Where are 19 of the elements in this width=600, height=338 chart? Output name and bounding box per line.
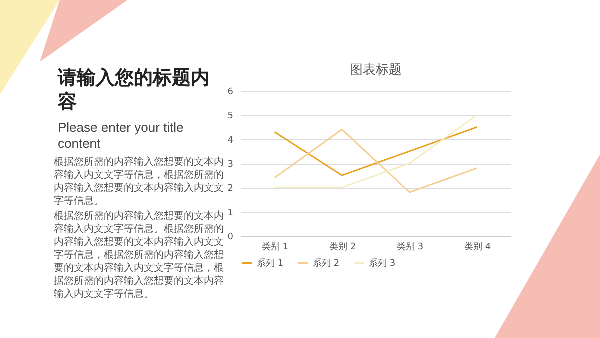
y-tick-label: 0 <box>228 232 234 242</box>
chart-title: 图表标题 <box>350 63 402 78</box>
text: Please enter your title content <box>58 120 185 152</box>
x-tick-label: 类别 3 <box>396 242 424 252</box>
legend-label: 系列 2 <box>313 258 340 269</box>
y-tick-label: 3 <box>228 160 234 170</box>
text: 根据您所需的内容输入您想要的文本内容输入内文文字等信息，根据您所需的内容输入您想要的文本内容输入内文文字等信息。 <box>54 156 225 208</box>
y-tick-label: 5 <box>228 112 234 122</box>
text: 请输入您的标题内容 <box>58 66 211 114</box>
y-tick-label: 1 <box>228 208 234 218</box>
y-tick-label: 2 <box>228 184 234 194</box>
y-tick-label: 6 <box>228 88 234 98</box>
legend-label: 系列 3 <box>369 258 396 269</box>
x-tick-label: 类别 2 <box>329 242 356 252</box>
y-tick-label: 4 <box>228 136 234 146</box>
x-tick-label: 类别 4 <box>464 242 492 252</box>
x-tick-label: 类别 1 <box>262 242 289 252</box>
text: 根据您所需的内容输入您想要的文本内容输入内文文字等信息。根据您所需的内容输入您想要的文本内容输入内文文字等信息，根据您所需的内容输入您想要的文本内容输入内文文字等信息，根据您所需的内容输入您想要的文本内容输入内文文字等信息。 <box>54 210 225 301</box>
legend-label: 系列 1 <box>257 258 284 269</box>
